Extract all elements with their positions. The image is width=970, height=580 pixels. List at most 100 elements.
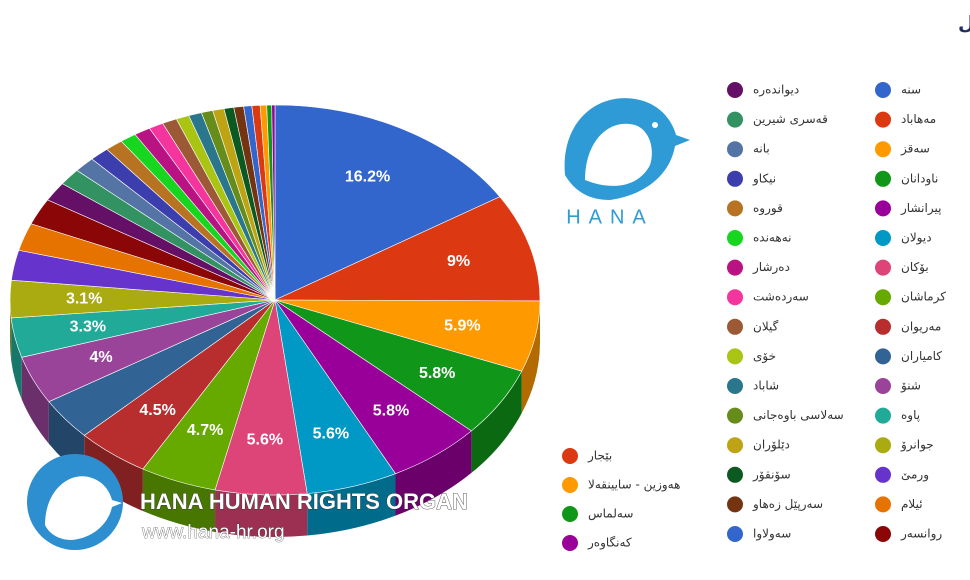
legend-marker [875,437,891,454]
legend-marker [727,437,743,454]
slice [274,104,501,301]
slice-side [521,300,540,414]
value-label: 9% [447,253,470,270]
legend-marker [727,259,743,276]
legend-label: کەنگاوەر [587,536,632,551]
legend-label: ئیلام [901,497,923,511]
legend-label: دیواندەرە [753,83,799,98]
legend-marker [727,496,743,513]
legend-marker [875,141,891,158]
legend-marker [727,318,743,335]
legend-marker [562,535,578,551]
legend-marker [875,348,891,365]
legend-label: پیرانشار [900,201,941,216]
slice-side [471,371,522,473]
value-label: 5.9% [444,318,480,335]
legend-label: پاوە [901,408,920,423]
legend-marker [875,82,891,98]
legend-marker [727,289,743,306]
legend-label: گیلان [753,319,779,333]
legend-label: دەرشار [752,260,790,275]
legend-label: بۆکان [901,260,929,275]
legend-marker [875,407,891,424]
value-label: 5.6% [313,425,349,442]
value-label: 16.2% [345,168,390,185]
legend-marker [875,170,891,187]
legend-label: دیولان [901,231,932,246]
legend-label: سەقز [900,142,930,157]
legend-label: بانە [753,142,770,156]
slice-side [395,430,472,516]
legend-marker [875,259,891,276]
value-label: 5.8% [373,403,409,420]
legend-marker [727,466,743,483]
slice [271,104,276,301]
legend-marker [875,230,891,246]
legend-label: سۆنقۆر [752,467,791,482]
value-label: 4.5% [139,402,175,419]
legend-marker [875,496,891,513]
value-label: 3.1% [66,291,102,308]
legend-marker [727,141,743,158]
legend-marker [562,506,578,522]
legend-label: جوانرۆ [900,438,934,453]
chart-title: راپۆرتێکی ئاماری لە ٧٥ رۆژ نارەزایەتیی ل… [958,13,970,35]
legend-label: خۆی [753,349,776,364]
legend-marker [727,200,743,217]
legend-marker [727,407,743,424]
legend-marker [727,230,743,246]
hana-logo [549,82,690,218]
legend-label: سەرپێل زەهاو [752,497,823,512]
slice-side [142,469,216,532]
watermark-org: HANA HUMAN RIGHTS ORGAN [140,489,468,514]
slice-side [84,435,143,512]
legend-label: کامیاران [901,349,942,364]
slice-side [21,357,49,444]
slice-side [215,489,308,537]
legend-marker [727,348,743,365]
slice-side [11,317,22,400]
legend-label: نیکاو [752,171,776,186]
legend-marker [562,477,578,493]
value-label: 5.6% [247,431,283,448]
legend-marker [875,378,891,394]
legend-label: دێلۆران [753,438,790,453]
legend-marker [875,289,891,306]
legend-label: سەردەشت [753,290,809,305]
value-label: 5.8% [419,365,455,382]
legend-label: سەلاسی باوەجانی [753,408,844,423]
legend-marker [727,82,743,98]
value-label: 4% [89,349,112,366]
legend-label: ورمێ [901,467,929,482]
legend-marker [727,170,743,187]
value-label: 3.3% [70,318,106,335]
value-label: 4.7% [187,422,223,439]
slice-side [10,300,12,360]
watermark-bird [45,476,122,540]
legend-label: ناودانان [901,171,938,186]
legend-label: شاباد [753,379,779,393]
legend-label: سەولاوا [753,527,791,542]
legend-label: سنە [901,83,921,97]
legend-marker [727,111,743,128]
legend-label: مەهاباد [901,112,936,126]
legend-marker [875,318,891,335]
legend-label: مەریوان [901,319,941,334]
legend-label: قوروە [753,201,783,216]
legend-marker [727,378,743,394]
legend-label: قەسری شیرین [753,112,828,127]
slice [274,196,541,302]
legend-label: سەلماس [588,507,633,522]
watermark-url: www.hana-hr.org [141,522,285,543]
slice-side [307,473,396,536]
watermark: HANA HUMAN RIGHTS ORGAN www.hana-hr.org [27,454,468,550]
legend-marker [727,526,743,542]
legend-marker [875,526,891,542]
legend-label: روانسەر [900,527,942,542]
legend-label: کرماشان [901,290,946,305]
legend-marker [875,466,891,483]
legend-marker [562,448,578,464]
legend-label: هەوزین - سایینقەلا [588,478,680,493]
legend-marker [875,111,891,128]
